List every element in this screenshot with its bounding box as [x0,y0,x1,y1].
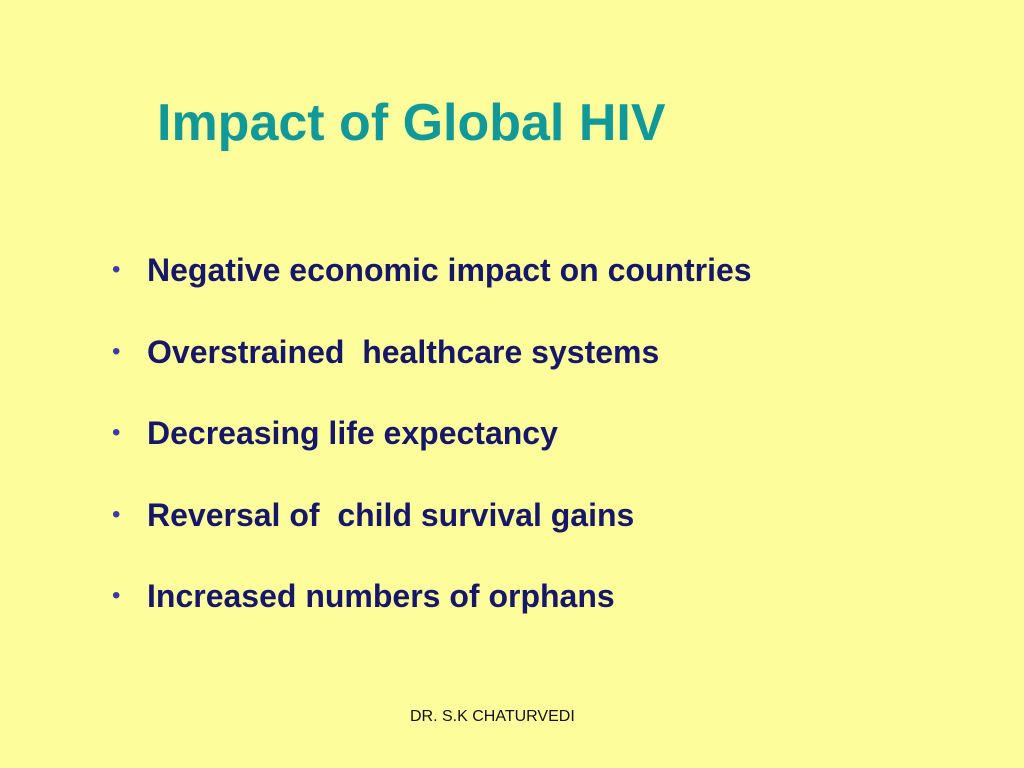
bullet-text: Reversal of child survival gains [147,496,635,533]
bullet-item: • Increased numbers of orphans [112,574,752,656]
bullet-item: • Negative economic impact on countries [112,248,752,330]
bullet-item: • Reversal of child survival gains [112,493,752,575]
bullet-item: • Overstrained healthcare systems [112,330,752,412]
footer: DR. S.K CHATURVEDI [410,708,575,725]
bullet-dot: • [112,582,121,609]
bullet-dot: • [112,337,121,365]
bullet-text: Overstrained healthcare systems [147,333,660,370]
bullet-text: Decreasing life expectancy [147,415,558,451]
bullet-text: Increased numbers of orphans [147,578,615,614]
slide-title: Impact of Global HIV [157,94,666,152]
bullet-list: • Negative economic impact on countries • O… [112,248,752,656]
bullet-dot: • [112,256,121,283]
bullet-dot: • [112,500,121,528]
bullet-item: • Decreasing life expectancy [112,411,752,493]
bullet-text: Negative economic impact on countries [147,252,752,288]
bullet-dot: • [112,419,121,446]
